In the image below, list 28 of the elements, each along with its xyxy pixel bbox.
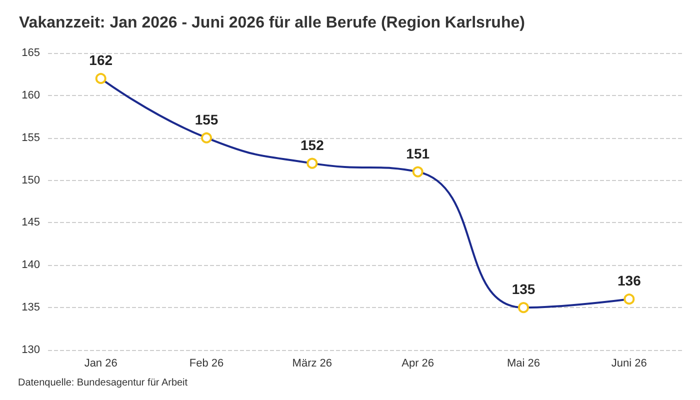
chart-title: Vakanzzeit: Jan 2026 - Juni 2026 für alle Berufe (Region Karlsruhe) [19,14,525,32]
point [412,166,424,178]
data-label: 136 [617,272,642,289]
data-label: 151 [406,145,430,162]
y-tick-label: 140 [22,259,40,272]
x-tick-label: Feb 26 [189,358,224,370]
y-tick-label: 135 [22,302,40,314]
point [518,302,529,314]
x-tick-label: Mai 26 [506,358,540,370]
data-label: 162 [89,52,113,68]
y-tick-label: 150 [22,174,40,186]
point [201,132,212,144]
y-tick-label: 130 [22,344,40,356]
point [306,158,318,169]
point [95,72,106,84]
x-tick-label: Jan 26 [84,358,118,370]
data-label: 152 [300,136,324,153]
point [624,294,635,305]
y-tick-label: 160 [22,89,40,102]
text: Datenquelle: Bundesagentur für Arbeit [18,378,188,388]
x-tick-label: März 26 [292,358,332,370]
y-tick-label: 155 [22,132,40,144]
data-label: 155 [194,111,218,128]
data-label: 135 [512,281,536,298]
x-tick-label: Apr 26 [402,358,434,370]
x-tick-label: Juni 26 [611,358,647,370]
y-tick-label: 145 [22,216,40,229]
y-tick-label: 165 [22,47,40,59]
